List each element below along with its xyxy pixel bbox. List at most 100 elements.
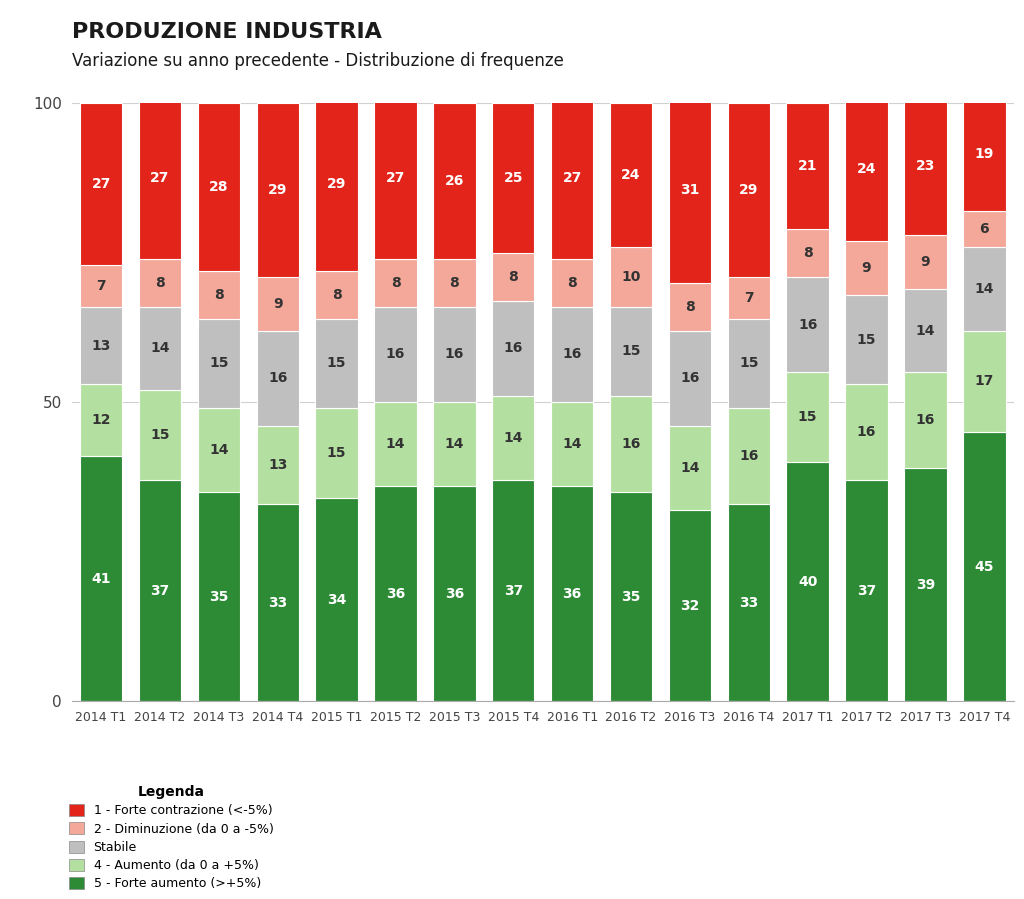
Text: 8: 8 — [450, 276, 460, 289]
Text: 28: 28 — [209, 180, 228, 194]
Text: 9: 9 — [921, 254, 930, 269]
Text: 31: 31 — [680, 183, 699, 197]
Text: 27: 27 — [91, 177, 111, 191]
Text: 35: 35 — [209, 590, 228, 603]
Bar — [551, 307, 593, 403]
Bar — [728, 277, 770, 318]
Bar — [846, 295, 888, 385]
Bar — [315, 498, 357, 701]
Text: 29: 29 — [327, 177, 346, 191]
Bar — [257, 277, 299, 331]
Bar — [669, 510, 711, 701]
Bar — [493, 300, 535, 396]
Text: 25: 25 — [504, 171, 523, 185]
Bar — [904, 97, 946, 235]
Text: PRODUZIONE INDUSTRIA: PRODUZIONE INDUSTRIA — [72, 22, 382, 42]
Bar — [433, 486, 475, 701]
Bar — [433, 103, 475, 259]
Bar — [669, 331, 711, 426]
Bar — [139, 390, 181, 480]
Text: 15: 15 — [857, 333, 877, 346]
Bar — [786, 229, 828, 277]
Bar — [728, 408, 770, 504]
Text: 36: 36 — [386, 587, 406, 601]
Bar — [80, 265, 122, 307]
Bar — [669, 426, 711, 510]
Bar — [964, 247, 1006, 331]
Text: 35: 35 — [622, 590, 641, 603]
Bar — [433, 403, 475, 486]
Bar — [904, 289, 946, 372]
Text: 8: 8 — [567, 276, 578, 289]
Text: 36: 36 — [562, 587, 582, 601]
Text: 32: 32 — [680, 599, 699, 612]
Bar — [786, 277, 828, 372]
Bar — [198, 408, 240, 492]
Bar — [728, 318, 770, 408]
Bar — [610, 396, 652, 492]
Bar — [964, 331, 1006, 432]
Text: 37: 37 — [504, 583, 523, 598]
Text: 27: 27 — [386, 171, 406, 185]
Text: 8: 8 — [332, 288, 342, 302]
Text: 15: 15 — [209, 356, 228, 370]
Text: 16: 16 — [739, 450, 759, 463]
Bar — [80, 385, 122, 456]
Bar — [610, 103, 652, 247]
Bar — [904, 372, 946, 468]
Bar — [493, 480, 535, 701]
Text: 21: 21 — [798, 159, 817, 174]
Text: 15: 15 — [798, 410, 817, 424]
Text: 14: 14 — [151, 342, 170, 355]
Bar — [551, 97, 593, 259]
Bar — [846, 97, 888, 241]
Bar — [669, 97, 711, 282]
Bar — [846, 385, 888, 480]
Text: 27: 27 — [151, 171, 170, 185]
Text: 14: 14 — [975, 281, 994, 296]
Bar — [669, 282, 711, 331]
Text: 14: 14 — [209, 443, 228, 457]
Text: 23: 23 — [915, 159, 935, 174]
Bar — [375, 486, 417, 701]
Text: 37: 37 — [857, 583, 877, 598]
Text: 14: 14 — [444, 437, 464, 451]
Text: 33: 33 — [268, 595, 288, 610]
Bar — [964, 97, 1006, 211]
Bar — [551, 486, 593, 701]
Text: 8: 8 — [390, 276, 400, 289]
Text: 14: 14 — [562, 437, 582, 451]
Text: 39: 39 — [915, 578, 935, 592]
Text: 10: 10 — [622, 270, 641, 284]
Bar — [315, 271, 357, 318]
Text: 8: 8 — [214, 288, 224, 302]
Text: 17: 17 — [975, 374, 994, 388]
Bar — [139, 259, 181, 307]
Text: 14: 14 — [386, 437, 406, 451]
Bar — [139, 97, 181, 259]
Text: 15: 15 — [327, 446, 346, 460]
Text: 9: 9 — [273, 297, 283, 311]
Bar — [786, 103, 828, 229]
Bar — [964, 432, 1006, 701]
Bar — [728, 504, 770, 701]
Bar — [728, 103, 770, 277]
Text: 15: 15 — [327, 356, 346, 370]
Text: 16: 16 — [562, 348, 582, 361]
Text: 33: 33 — [739, 595, 759, 610]
Text: 41: 41 — [91, 572, 111, 585]
Text: 27: 27 — [562, 171, 582, 185]
Bar — [375, 97, 417, 259]
Legend: 1 - Forte contrazione (<-5%), 2 - Diminuzione (da 0 a -5%), Stabile, 4 - Aumento: 1 - Forte contrazione (<-5%), 2 - Diminu… — [69, 785, 273, 890]
Text: 16: 16 — [444, 348, 464, 361]
Text: 16: 16 — [798, 317, 817, 332]
Text: 24: 24 — [622, 168, 641, 182]
Bar — [198, 271, 240, 318]
Text: 8: 8 — [508, 270, 518, 284]
Bar — [257, 426, 299, 504]
Text: 8: 8 — [685, 299, 695, 314]
Bar — [551, 259, 593, 307]
Bar — [493, 253, 535, 300]
Bar — [375, 307, 417, 403]
Bar — [375, 403, 417, 486]
